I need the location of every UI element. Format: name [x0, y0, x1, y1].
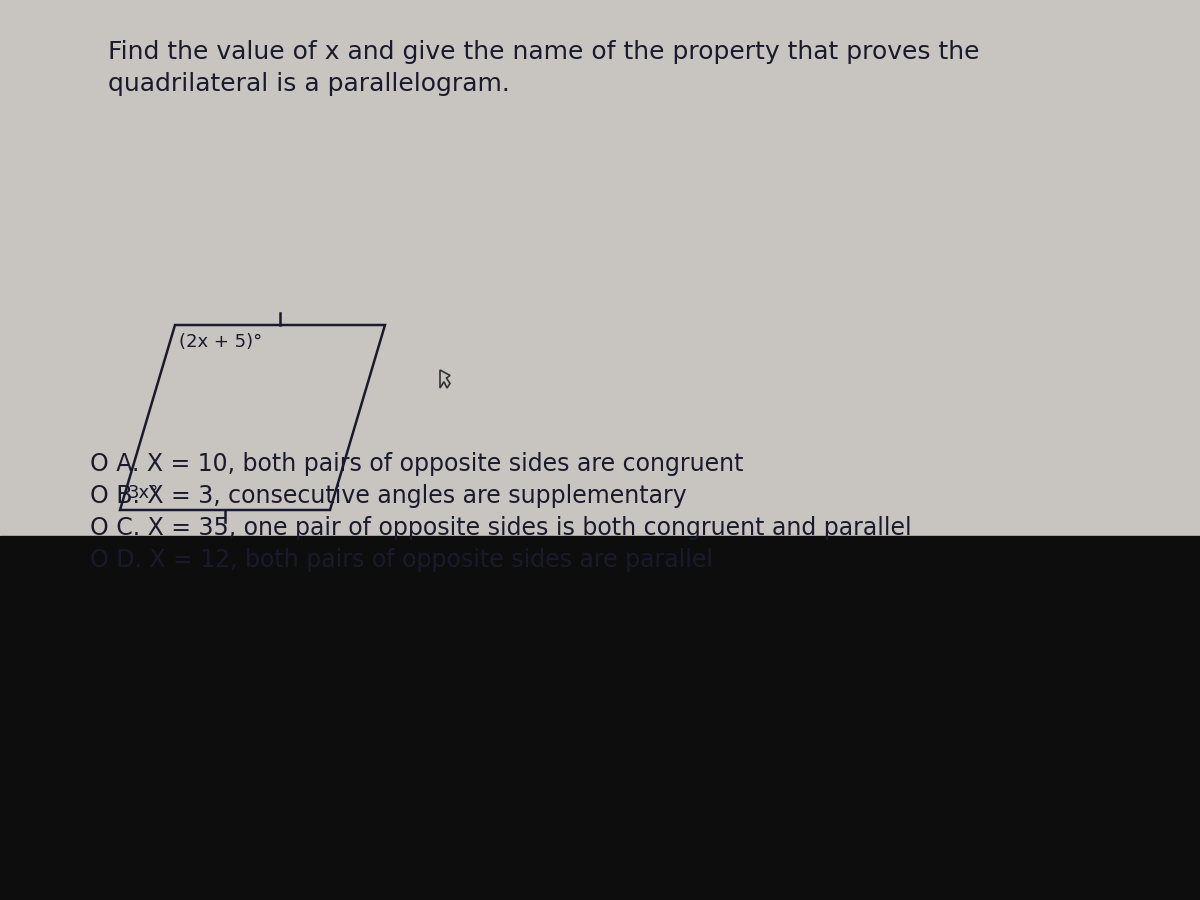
Text: 3x°: 3x°: [128, 484, 160, 502]
Text: (2x + 5)°: (2x + 5)°: [179, 333, 263, 351]
Text: O A. X = 10, both pairs of opposite sides are congruent: O A. X = 10, both pairs of opposite side…: [90, 452, 744, 476]
Text: O B. X = 3, consecutive angles are supplementary: O B. X = 3, consecutive angles are suppl…: [90, 484, 686, 508]
Text: quadrilateral is a parallelogram.: quadrilateral is a parallelogram.: [108, 72, 510, 96]
Text: O C. X = 35, one pair of opposite sides is both congruent and parallel: O C. X = 35, one pair of opposite sides …: [90, 516, 912, 540]
Text: O D. X = 12, both pairs of opposite sides are parallel: O D. X = 12, both pairs of opposite side…: [90, 548, 713, 572]
Text: Find the value of x and give the name of the property that proves the: Find the value of x and give the name of…: [108, 40, 979, 64]
